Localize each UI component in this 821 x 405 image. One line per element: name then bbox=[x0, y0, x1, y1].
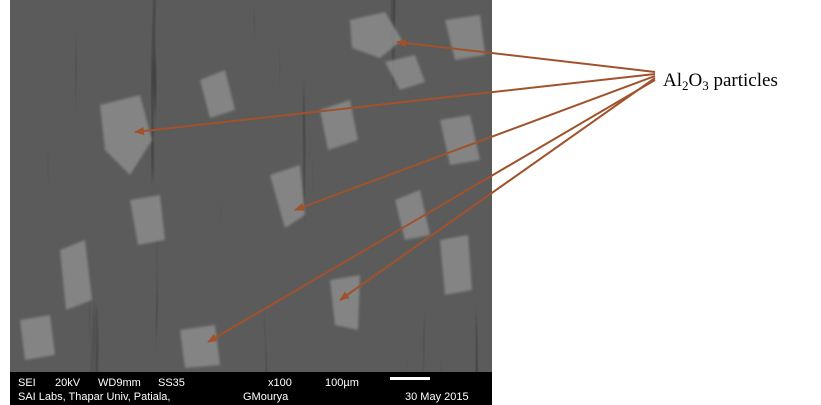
particle bbox=[20, 315, 55, 360]
info-text: 20kV bbox=[55, 377, 81, 389]
label-part: O bbox=[689, 70, 703, 91]
particle bbox=[100, 95, 152, 175]
particle bbox=[180, 325, 220, 368]
arrows bbox=[134, 39, 656, 343]
info-text: WD9mm bbox=[98, 377, 141, 389]
label-subscript: 2 bbox=[682, 78, 689, 93]
particle bbox=[270, 165, 305, 228]
particle bbox=[60, 240, 92, 310]
scale-bar bbox=[390, 377, 430, 380]
label-part: particles bbox=[709, 70, 778, 91]
arrow bbox=[396, 39, 656, 73]
particle bbox=[200, 70, 235, 118]
info-text: SS35 bbox=[158, 377, 185, 389]
arrow bbox=[339, 77, 656, 301]
info-bar: SEI 20kV WD9mm SS35 x100 100µm SAI Labs,… bbox=[10, 372, 492, 405]
info-text: SAI Labs, Thapar Univ, Patiala, bbox=[18, 391, 170, 403]
sem-image bbox=[10, 0, 492, 372]
info-text: 100µm bbox=[325, 377, 359, 389]
particle bbox=[350, 12, 402, 58]
info-text: x100 bbox=[268, 377, 292, 389]
arrow bbox=[294, 75, 656, 211]
particle bbox=[440, 235, 472, 295]
arrow bbox=[134, 73, 656, 135]
label-part: Al bbox=[663, 70, 682, 91]
particles bbox=[20, 12, 485, 368]
info-text: SEI bbox=[18, 377, 36, 389]
particle bbox=[130, 195, 165, 245]
label-subscript: 3 bbox=[702, 78, 709, 93]
particle bbox=[320, 100, 358, 150]
info-text: 30 May 2015 bbox=[405, 391, 469, 403]
annotation-label: Al2O3 particles bbox=[663, 70, 778, 93]
info-text: GMourya bbox=[243, 391, 289, 403]
particle bbox=[385, 55, 425, 90]
arrow bbox=[207, 79, 656, 343]
particle bbox=[330, 275, 360, 330]
